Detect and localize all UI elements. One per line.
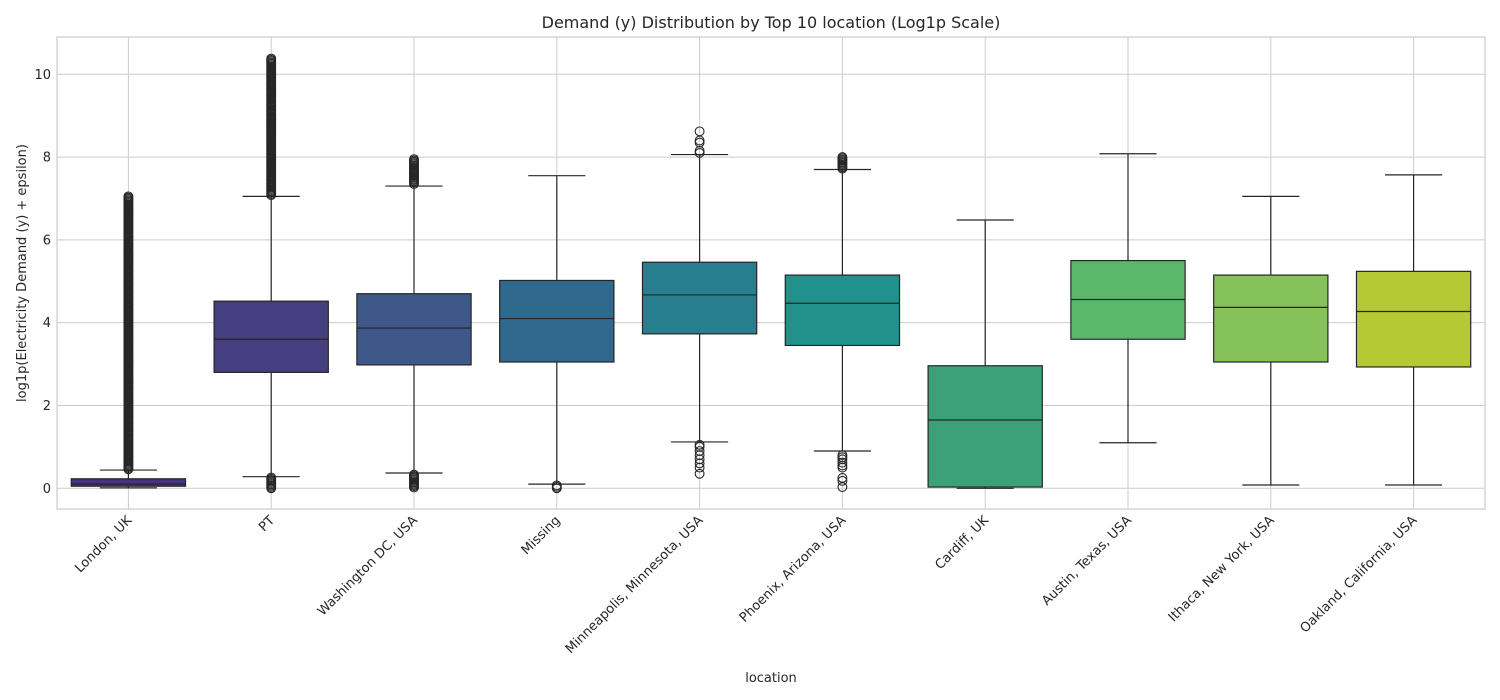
- x-tick-label: Washington DC, USA: [315, 513, 421, 619]
- iqr-box: [1213, 274, 1329, 363]
- box-group: [784, 152, 901, 493]
- outlier-point: [837, 450, 848, 461]
- outlier-point: [694, 468, 705, 479]
- x-tick-label: PT: [256, 513, 278, 535]
- box-group: [927, 219, 1043, 489]
- y-tick-label: 4: [43, 316, 51, 331]
- boxes: [70, 53, 1472, 494]
- box-group: [213, 53, 329, 494]
- box-group: [1355, 174, 1472, 486]
- outlier-point: [409, 154, 419, 165]
- y-tick-label: 2: [43, 399, 51, 414]
- chart-title: Demand (y) Distribution by Top 10 locati…: [542, 13, 1001, 32]
- x-tick-labels: London, UK PT Washington DC, USA Missing Min…: [72, 513, 1420, 657]
- box-group: [70, 191, 187, 489]
- y-tick-label: 0: [43, 482, 51, 497]
- box-group: [641, 126, 758, 479]
- y-tick-labels: 0 2 4 6 8 10: [34, 68, 51, 497]
- outlier-point: [266, 472, 277, 483]
- outlier-point: [694, 439, 705, 450]
- x-axis-label: location: [745, 671, 797, 686]
- iqr-box: [499, 279, 615, 363]
- x-tick-label: Phoenix, Arizona, USA: [737, 513, 849, 625]
- outlier-point: [837, 475, 848, 486]
- iqr-box: [70, 478, 187, 487]
- y-axis-label: log1p(Electricity Demand (y) + epsilon): [15, 144, 30, 402]
- iqr-box: [1355, 270, 1472, 368]
- outlier-point: [266, 53, 277, 64]
- box-group: [1070, 153, 1186, 444]
- outlier-point: [123, 191, 134, 202]
- iqr-box: [213, 300, 329, 373]
- iqr-box: [784, 274, 901, 347]
- plot-frame: [56, 36, 1486, 510]
- outlier-point: [837, 152, 848, 163]
- box-group: [499, 175, 615, 494]
- y-tick-label: 8: [43, 151, 51, 166]
- iqr-box: [641, 261, 758, 335]
- y-tick-label: 10: [34, 68, 51, 83]
- x-tick-label: Missing: [519, 513, 564, 558]
- outlier-point: [694, 126, 705, 137]
- outlier-point: [409, 469, 419, 480]
- x-tick-label: Austin, Texas, USA: [1039, 513, 1135, 609]
- x-tick-label: Oakland, California, USA: [1297, 513, 1420, 636]
- y-tick-label: 6: [43, 233, 51, 248]
- x-tick-label: Ithaca, New York, USA: [1166, 513, 1278, 625]
- x-tick-label: Minneapolis, Minnesota, USA: [563, 513, 707, 657]
- outlier-point: [551, 480, 562, 491]
- iqr-box: [356, 293, 472, 366]
- outlier-point: [837, 457, 848, 468]
- x-tick-label: Cardiff, UK: [932, 513, 992, 573]
- x-tick-label: London, UK: [72, 513, 135, 576]
- box-group: [1213, 195, 1329, 486]
- iqr-box: [927, 365, 1043, 488]
- outlier-point: [837, 472, 848, 483]
- outlier-point: [694, 446, 705, 456]
- box-group: [356, 154, 472, 493]
